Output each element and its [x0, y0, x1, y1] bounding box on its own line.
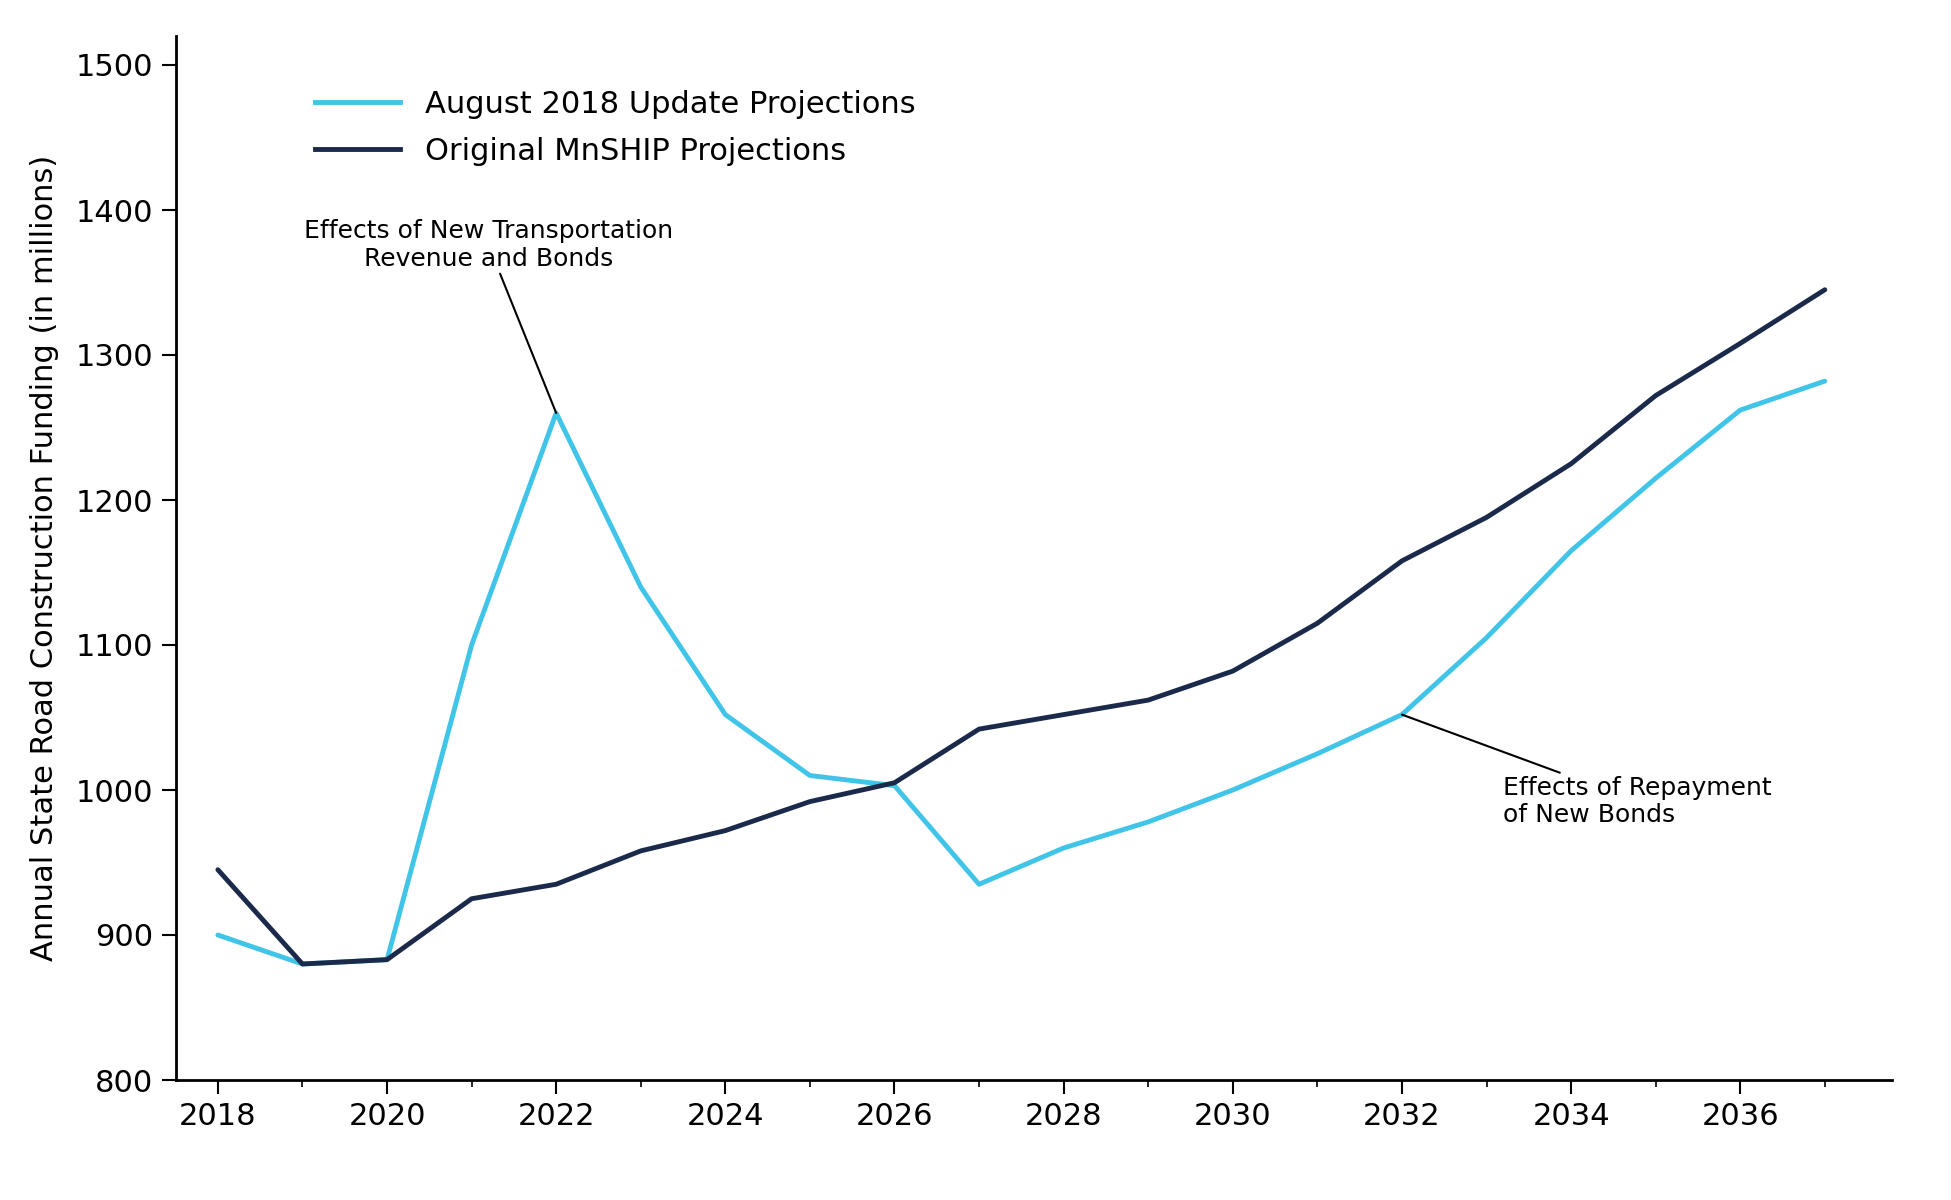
- Original MnSHIP Projections: [882, 775, 905, 790]
- Line: Original MnSHIP Projections: Original MnSHIP Projections: [219, 289, 1824, 964]
- Text: Effects of New Transportation
Revenue and Bonds: Effects of New Transportation Revenue an…: [304, 220, 673, 413]
- Original MnSHIP Projections: [798, 794, 821, 809]
- Legend: August 2018 Update Projections, Original MnSHIP Projections: August 2018 Update Projections, Original…: [302, 77, 927, 178]
- August 2018 Update Projections: [714, 708, 737, 722]
- August 2018 Update Projections: [460, 638, 484, 653]
- Original MnSHIP Projections: [1137, 692, 1161, 707]
- August 2018 Update Projections: [1137, 815, 1161, 829]
- August 2018 Update Projections: [1559, 544, 1582, 558]
- August 2018 Update Projections: [968, 877, 991, 892]
- Original MnSHIP Projections: [968, 722, 991, 737]
- August 2018 Update Projections: [1052, 841, 1075, 856]
- August 2018 Update Projections: [1729, 403, 1752, 418]
- August 2018 Update Projections: [207, 928, 230, 942]
- August 2018 Update Projections: [798, 768, 821, 782]
- Original MnSHIP Projections: [460, 892, 484, 906]
- August 2018 Update Projections: [375, 953, 398, 967]
- Original MnSHIP Projections: [1812, 282, 1836, 296]
- August 2018 Update Projections: [1645, 472, 1668, 486]
- August 2018 Update Projections: [628, 580, 652, 594]
- Original MnSHIP Projections: [714, 823, 737, 838]
- Original MnSHIP Projections: [1729, 336, 1752, 350]
- August 2018 Update Projections: [1221, 782, 1245, 797]
- Text: Effects of Repayment
of New Bonds: Effects of Repayment of New Bonds: [1403, 715, 1772, 827]
- Original MnSHIP Projections: [544, 877, 568, 892]
- Original MnSHIP Projections: [1052, 708, 1075, 722]
- Original MnSHIP Projections: [1645, 389, 1668, 403]
- August 2018 Update Projections: [544, 406, 568, 420]
- Line: August 2018 Update Projections: August 2018 Update Projections: [219, 382, 1824, 964]
- August 2018 Update Projections: [1812, 374, 1836, 389]
- Original MnSHIP Projections: [1559, 456, 1582, 470]
- Original MnSHIP Projections: [207, 863, 230, 877]
- Original MnSHIP Projections: [291, 956, 314, 971]
- August 2018 Update Projections: [1391, 708, 1414, 722]
- August 2018 Update Projections: [882, 779, 905, 793]
- August 2018 Update Projections: [291, 956, 314, 971]
- Y-axis label: Annual State Road Construction Funding (in millions): Annual State Road Construction Funding (…: [29, 155, 59, 961]
- Original MnSHIP Projections: [1391, 553, 1414, 568]
- August 2018 Update Projections: [1475, 630, 1498, 644]
- Original MnSHIP Projections: [628, 844, 652, 858]
- Original MnSHIP Projections: [1305, 616, 1329, 630]
- Original MnSHIP Projections: [375, 953, 398, 967]
- Original MnSHIP Projections: [1475, 510, 1498, 524]
- August 2018 Update Projections: [1305, 746, 1329, 761]
- Original MnSHIP Projections: [1221, 664, 1245, 678]
